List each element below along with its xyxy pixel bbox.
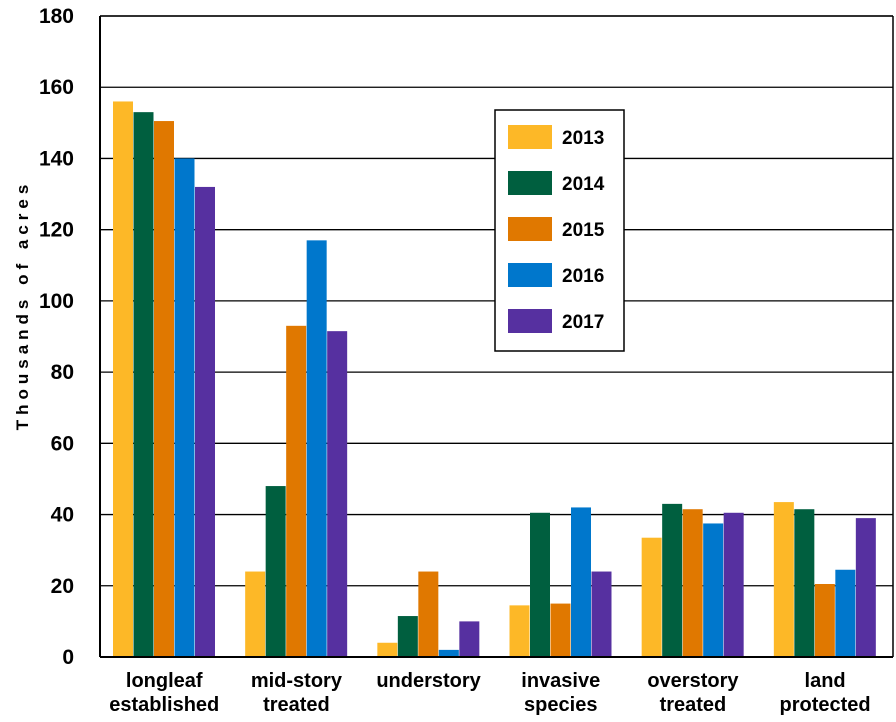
bar-2013 bbox=[377, 642, 398, 657]
bar-2013 bbox=[509, 605, 530, 657]
legend-swatch-2015 bbox=[508, 217, 552, 241]
legend-label: 2013 bbox=[562, 128, 604, 149]
legend-swatch-2014 bbox=[508, 171, 552, 195]
y-tick-label: 180 bbox=[39, 5, 74, 28]
bar-2013 bbox=[113, 101, 133, 657]
bar-2015 bbox=[550, 603, 571, 657]
bar-2015 bbox=[154, 121, 174, 657]
x-category-label: land bbox=[805, 670, 846, 692]
bar-2015 bbox=[286, 325, 307, 657]
y-tick-label: 20 bbox=[51, 575, 74, 598]
bar-2014 bbox=[397, 616, 418, 657]
bar-2016 bbox=[571, 507, 591, 657]
x-category-label: mid-story bbox=[251, 670, 343, 692]
bar-2016 bbox=[438, 649, 459, 657]
bar-2014 bbox=[530, 512, 550, 657]
y-tick-label: 60 bbox=[51, 432, 74, 455]
bar-2017 bbox=[723, 512, 744, 657]
legend-label: 2016 bbox=[562, 266, 604, 287]
bar-2017 bbox=[327, 331, 348, 657]
bar-2014 bbox=[794, 509, 815, 657]
bar-2013 bbox=[245, 571, 266, 657]
axes bbox=[99, 15, 894, 658]
bars bbox=[113, 101, 876, 657]
bar-2017 bbox=[855, 518, 876, 657]
bar-2014 bbox=[662, 503, 683, 657]
legend-label: 2017 bbox=[562, 312, 604, 333]
legend-label: 2014 bbox=[562, 174, 605, 195]
x-category-label: overstory bbox=[647, 670, 739, 692]
x-category-label: established bbox=[109, 694, 219, 716]
bar-2015 bbox=[682, 509, 703, 657]
bar-2016 bbox=[174, 158, 195, 657]
y-tick-label: 0 bbox=[62, 646, 74, 669]
y-tick-label: 160 bbox=[39, 76, 74, 99]
bar-2016 bbox=[703, 523, 724, 657]
y-axis-label: Thousands of acres bbox=[13, 180, 32, 431]
x-category-label: understory bbox=[376, 670, 481, 692]
x-category-labels: longleafestablishedmid-storytreatedunder… bbox=[109, 670, 870, 716]
y-tick-label: 120 bbox=[39, 219, 74, 242]
x-category-label: treated bbox=[263, 694, 330, 716]
y-tick-label: 100 bbox=[39, 290, 74, 313]
bar-2014 bbox=[265, 486, 286, 657]
legend-label: 2015 bbox=[562, 220, 605, 241]
bar-2016 bbox=[306, 240, 327, 657]
y-tick-label: 140 bbox=[39, 147, 74, 170]
legend-swatch-2017 bbox=[508, 309, 552, 333]
x-category-label: longleaf bbox=[126, 670, 203, 692]
y-tick-label: 40 bbox=[51, 504, 74, 527]
bar-2015 bbox=[814, 583, 835, 657]
bar-2017 bbox=[591, 571, 612, 657]
legend-swatch-2016 bbox=[508, 263, 552, 287]
x-category-label: invasive bbox=[521, 670, 600, 692]
y-tick-label: 80 bbox=[51, 361, 74, 384]
bar-2013 bbox=[641, 537, 662, 657]
bar-2016 bbox=[835, 569, 856, 657]
legend-swatch-2013 bbox=[508, 125, 552, 149]
x-category-label: species bbox=[524, 694, 597, 716]
bar-2015 bbox=[418, 571, 439, 657]
bar-2013 bbox=[773, 502, 794, 657]
legend: 2013 2014 2015 2016 2017 bbox=[494, 109, 625, 352]
bar-2014 bbox=[133, 112, 154, 657]
bar-2017 bbox=[195, 186, 215, 657]
y-tick-labels: 0 20 40 60 80 100 120 140 160 180 bbox=[39, 5, 74, 669]
bar-2017 bbox=[459, 621, 480, 657]
x-category-label: treated bbox=[660, 694, 727, 716]
x-category-label: protected bbox=[780, 694, 871, 716]
